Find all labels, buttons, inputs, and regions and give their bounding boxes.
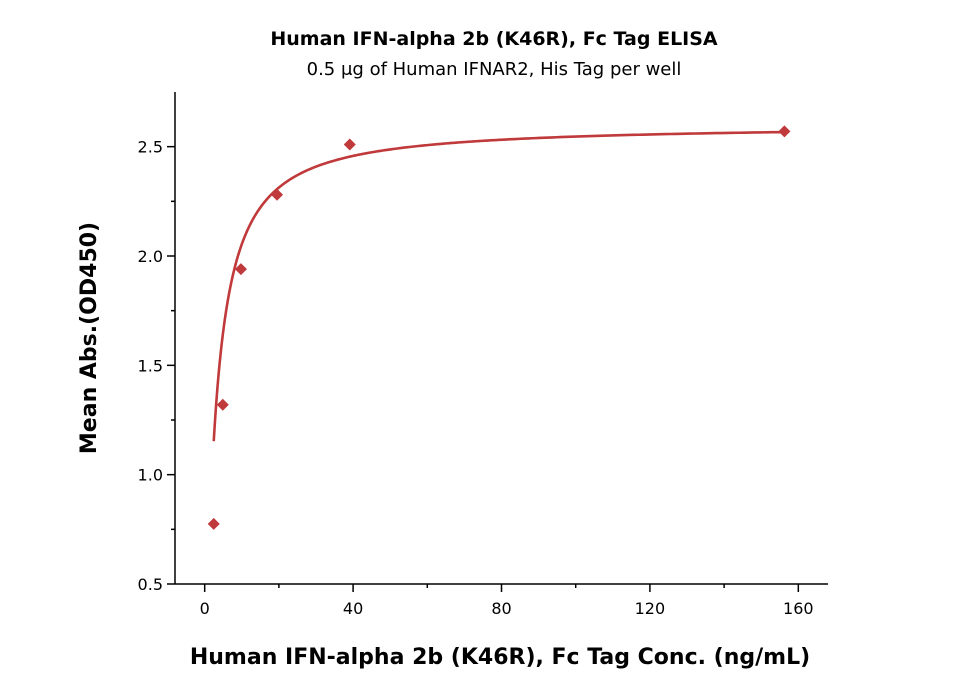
chart-subtitle: 0.5 μg of Human IFNAR2, His Tag per well bbox=[307, 59, 682, 80]
data-points bbox=[207, 125, 791, 530]
x-tick-label: 120 bbox=[635, 599, 666, 618]
fit-curve bbox=[212, 130, 785, 442]
fit-curves bbox=[212, 130, 785, 442]
x-tick-label: 0 bbox=[200, 599, 210, 618]
x-axis-label: Human IFN-alpha 2b (K46R), Fc Tag Conc. … bbox=[190, 645, 810, 670]
y-tick-label: 1.5 bbox=[138, 356, 163, 375]
data-point bbox=[234, 263, 247, 276]
y-tick-label: 2.0 bbox=[138, 247, 163, 266]
y-axis-label: Mean Abs.(OD450) bbox=[77, 222, 102, 454]
axes bbox=[174, 92, 828, 585]
data-point bbox=[271, 188, 284, 201]
data-point bbox=[778, 125, 791, 138]
data-point bbox=[207, 517, 220, 530]
y-axis-ticks: 0.5 1.0 1.5 2.0 2.5 bbox=[138, 138, 175, 594]
x-tick-label: 80 bbox=[491, 599, 511, 618]
data-point bbox=[343, 138, 356, 151]
x-axis-ticks: 0 40 80 120 160 bbox=[200, 584, 814, 618]
x-tick-label: 40 bbox=[343, 599, 363, 618]
x-tick-label: 160 bbox=[783, 599, 814, 618]
y-tick-label: 2.5 bbox=[138, 138, 163, 157]
y-tick-label: 0.5 bbox=[138, 575, 163, 594]
data-point bbox=[216, 398, 229, 411]
y-tick-label: 1.0 bbox=[138, 466, 163, 485]
chart-title: Human IFN-alpha 2b (K46R), Fc Tag ELISA bbox=[270, 28, 718, 50]
